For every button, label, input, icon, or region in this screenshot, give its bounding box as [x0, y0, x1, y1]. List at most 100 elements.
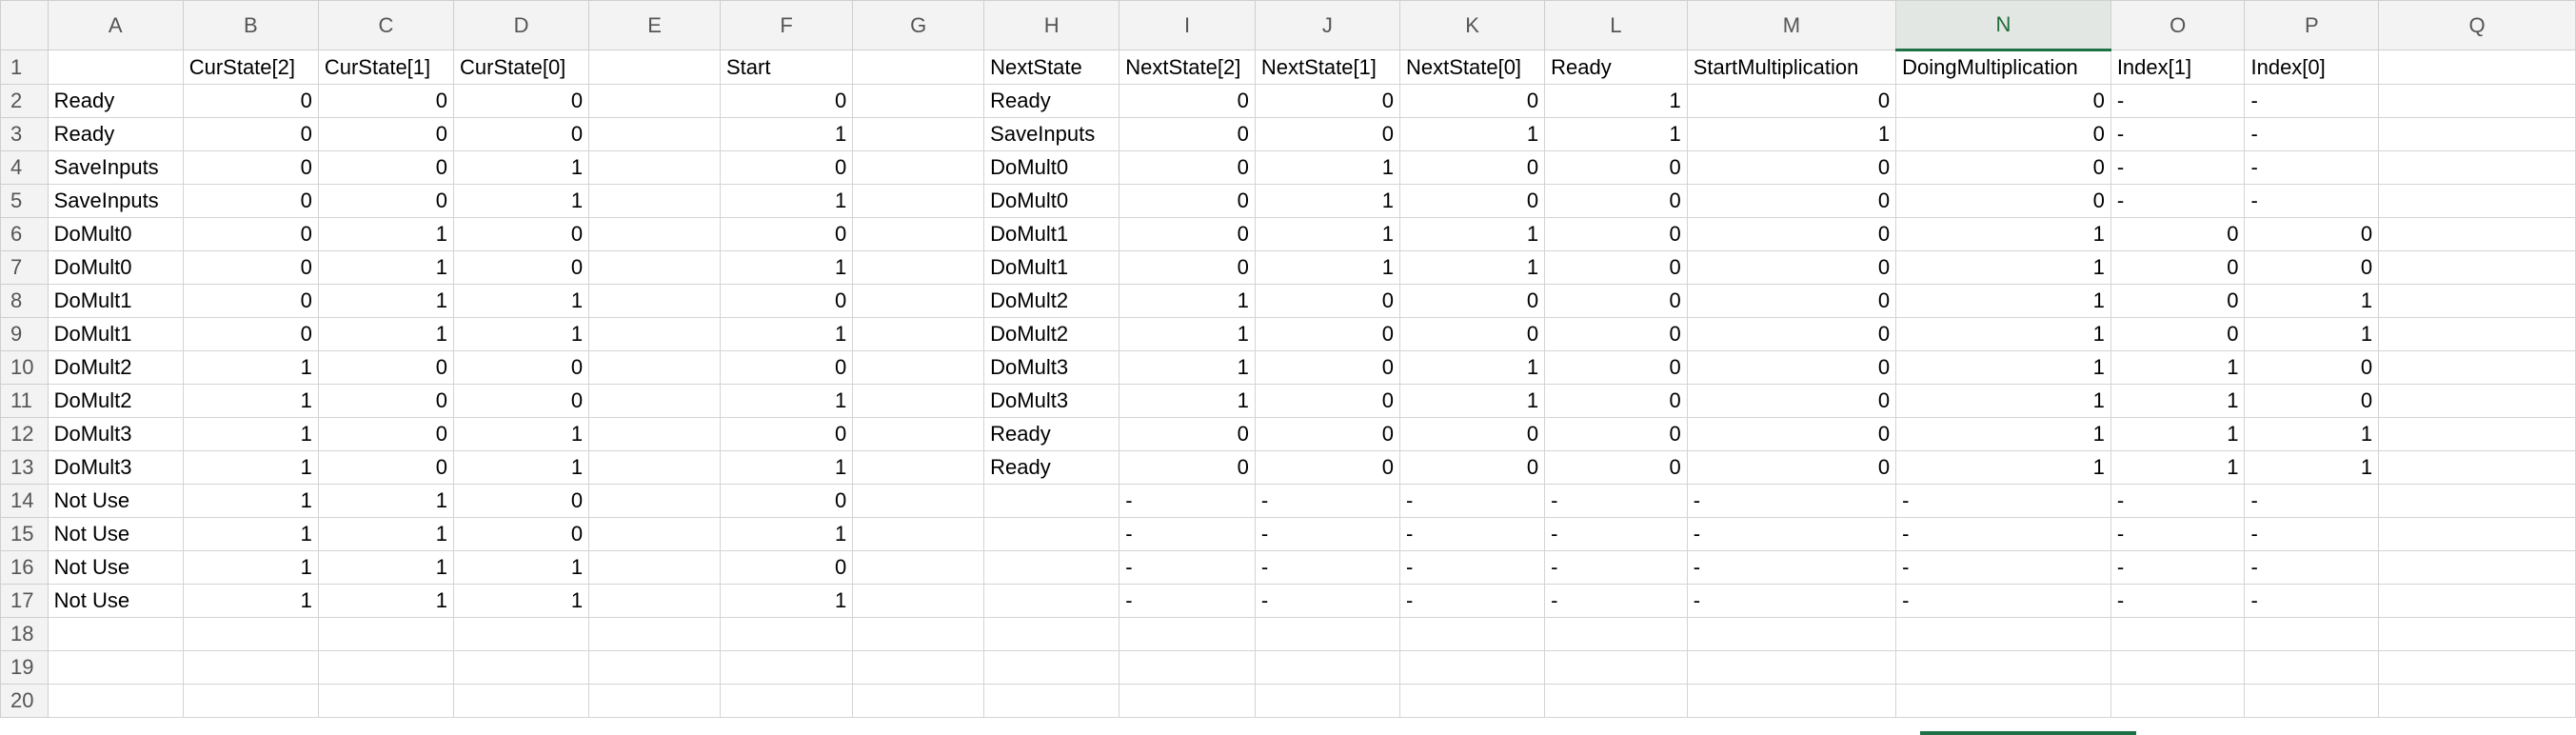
cell-g10[interactable]	[852, 350, 985, 385]
cell-b14[interactable]: 1	[182, 484, 319, 518]
cell-j20[interactable]	[1254, 684, 1400, 718]
cell-a12[interactable]: DoMult3	[47, 417, 184, 451]
cell-k18[interactable]	[1398, 617, 1546, 651]
cell-l18[interactable]	[1544, 617, 1688, 651]
cell-h13[interactable]: Ready	[983, 450, 1120, 485]
cell-c4[interactable]: 0	[317, 150, 455, 185]
cell-o16[interactable]: -	[2110, 550, 2246, 585]
cell-j15[interactable]: -	[1254, 517, 1400, 551]
cell-q2[interactable]	[2378, 84, 2576, 118]
cell-b5[interactable]: 0	[182, 184, 319, 218]
cell-a18[interactable]	[47, 617, 184, 651]
cell-c20[interactable]	[317, 684, 455, 718]
cell-n1[interactable]: DoingMultiplication	[1895, 50, 2111, 85]
cell-o6[interactable]: 0	[2110, 217, 2246, 251]
cell-b16[interactable]: 1	[182, 550, 319, 585]
column-header-d[interactable]: D	[453, 0, 590, 50]
cell-d11[interactable]: 0	[453, 384, 590, 418]
cell-g15[interactable]	[852, 517, 985, 551]
cell-h2[interactable]: Ready	[983, 84, 1120, 118]
cell-a5[interactable]: SaveInputs	[47, 184, 184, 218]
cell-d13[interactable]: 1	[453, 450, 590, 485]
cell-m5[interactable]: 0	[1686, 184, 1897, 218]
cell-h19[interactable]	[983, 650, 1120, 685]
cell-g8[interactable]	[852, 284, 985, 318]
cell-j18[interactable]	[1254, 617, 1400, 651]
cell-o8[interactable]: 0	[2110, 284, 2246, 318]
cell-b13[interactable]: 1	[182, 450, 319, 485]
cell-j1[interactable]: NextState[1]	[1254, 50, 1400, 85]
cell-i13[interactable]: 0	[1119, 450, 1256, 485]
cell-c19[interactable]	[317, 650, 455, 685]
cell-p20[interactable]	[2244, 684, 2380, 718]
cell-j12[interactable]: 0	[1254, 417, 1400, 451]
cell-g2[interactable]	[852, 84, 985, 118]
cell-l2[interactable]: 1	[1544, 84, 1688, 118]
cell-c18[interactable]	[317, 617, 455, 651]
cell-q6[interactable]	[2378, 217, 2576, 251]
cell-b11[interactable]: 1	[182, 384, 319, 418]
cell-i20[interactable]	[1119, 684, 1256, 718]
cell-b3[interactable]: 0	[182, 117, 319, 151]
row-header[interactable]: 15	[0, 517, 49, 551]
cell-e12[interactable]	[588, 417, 721, 451]
cell-g18[interactable]	[852, 617, 985, 651]
cell-h8[interactable]: DoMult2	[983, 284, 1120, 318]
cell-q5[interactable]	[2378, 184, 2576, 218]
cell-m6[interactable]: 0	[1686, 217, 1897, 251]
cell-f8[interactable]: 0	[719, 284, 854, 318]
cell-i3[interactable]: 0	[1119, 117, 1256, 151]
cell-l19[interactable]	[1544, 650, 1688, 685]
cell-d16[interactable]: 1	[453, 550, 590, 585]
cell-p3[interactable]: -	[2244, 117, 2380, 151]
cell-h16[interactable]	[983, 550, 1120, 585]
cell-n13[interactable]: 1	[1895, 450, 2111, 485]
cell-f1[interactable]: Start	[719, 50, 854, 85]
row-header[interactable]: 12	[0, 417, 49, 451]
cell-q12[interactable]	[2378, 417, 2576, 451]
cell-m12[interactable]: 0	[1686, 417, 1897, 451]
cell-n9[interactable]: 1	[1895, 317, 2111, 351]
cell-n4[interactable]: 0	[1895, 150, 2111, 185]
cell-o3[interactable]: -	[2110, 117, 2246, 151]
cell-g12[interactable]	[852, 417, 985, 451]
cell-e6[interactable]	[588, 217, 721, 251]
cell-c11[interactable]: 0	[317, 384, 455, 418]
cell-o7[interactable]: 0	[2110, 250, 2246, 285]
cell-o9[interactable]: 0	[2110, 317, 2246, 351]
row-header[interactable]: 20	[0, 684, 49, 718]
row-header[interactable]: 9	[0, 317, 49, 351]
cell-q9[interactable]	[2378, 317, 2576, 351]
cell-d6[interactable]: 0	[453, 217, 590, 251]
cell-p4[interactable]: -	[2244, 150, 2380, 185]
cell-f15[interactable]: 1	[719, 517, 854, 551]
cell-o1[interactable]: Index[1]	[2110, 50, 2246, 85]
cell-c12[interactable]: 0	[317, 417, 455, 451]
cell-e11[interactable]	[588, 384, 721, 418]
cell-h4[interactable]: DoMult0	[983, 150, 1120, 185]
cell-e20[interactable]	[588, 684, 721, 718]
column-header-n[interactable]: N	[1895, 0, 2111, 51]
cell-n16[interactable]: -	[1895, 550, 2111, 585]
cell-e2[interactable]	[588, 84, 721, 118]
cell-b7[interactable]: 0	[182, 250, 319, 285]
cell-b2[interactable]: 0	[182, 84, 319, 118]
cell-i7[interactable]: 0	[1119, 250, 1256, 285]
cell-d4[interactable]: 1	[453, 150, 590, 185]
cell-h1[interactable]: NextState	[983, 50, 1120, 85]
cell-i6[interactable]: 0	[1119, 217, 1256, 251]
cell-o15[interactable]: -	[2110, 517, 2246, 551]
cell-i1[interactable]: NextState[2]	[1119, 50, 1256, 85]
cell-q15[interactable]	[2378, 517, 2576, 551]
cell-table[interactable]: A B C D E F G H I J K L M N O P Q 1 CurState[2] CurState[1]…	[0, 0, 2576, 718]
cell-e13[interactable]	[588, 450, 721, 485]
cell-q11[interactable]	[2378, 384, 2576, 418]
cell-e14[interactable]	[588, 484, 721, 518]
cell-e1[interactable]	[588, 50, 721, 85]
cell-p17[interactable]: -	[2244, 584, 2380, 618]
cell-m13[interactable]: 0	[1686, 450, 1897, 485]
cell-o11[interactable]: 1	[2110, 384, 2246, 418]
cell-g3[interactable]	[852, 117, 985, 151]
cell-i4[interactable]: 0	[1119, 150, 1256, 185]
cell-q1[interactable]	[2378, 50, 2576, 85]
